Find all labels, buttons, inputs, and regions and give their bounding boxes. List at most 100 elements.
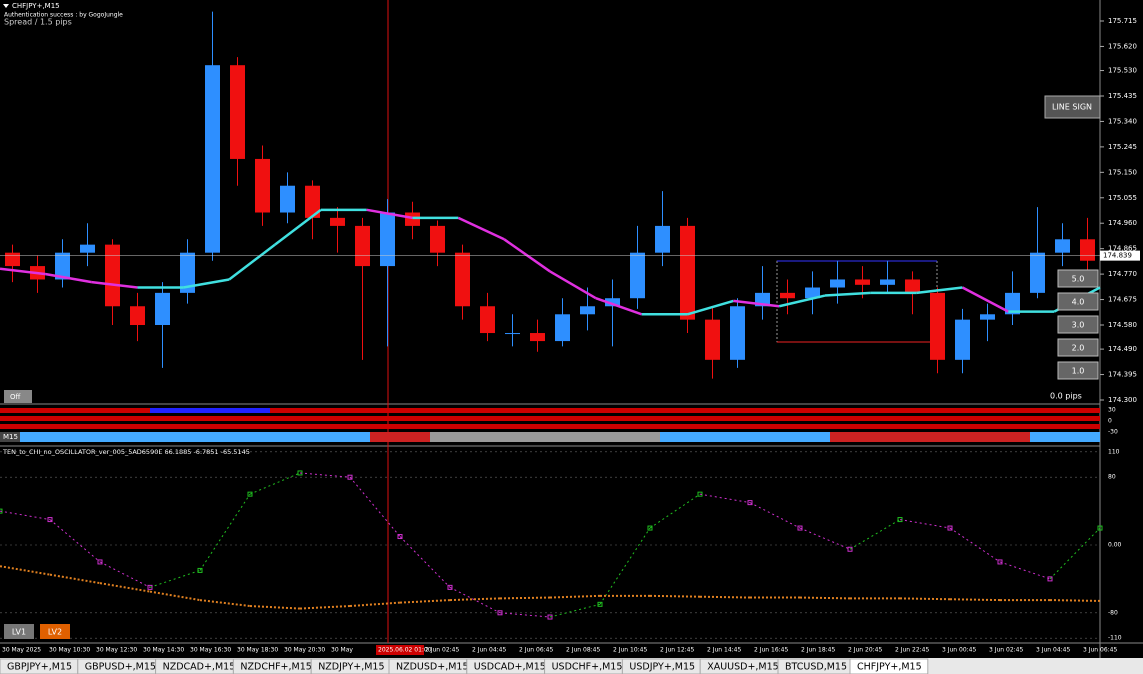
ma-segment [733,299,780,308]
candle-body [205,65,220,253]
candle-body [805,287,820,299]
ma-segment [824,291,871,297]
candle-body [955,319,970,360]
osc-slow-segment [549,594,601,599]
candle-body [605,298,620,307]
signal-strip [0,408,1100,413]
level-button[interactable] [1057,361,1099,380]
time-label: 30 May 10:30 [49,647,90,654]
candle-body [580,306,595,315]
price-label: 174.490 [1108,345,1137,353]
tab-label[interactable]: NZDJPY+,M15 [318,662,384,673]
level-button[interactable] [1057,269,1099,288]
price-label: 175.715 [1108,17,1137,25]
level-label[interactable]: 4.0 [1072,298,1085,307]
osc-segment [149,569,201,588]
time-label: 2 Jun 18:45 [801,647,835,654]
line-sign-label[interactable]: LINE SIGN [1052,103,1092,112]
lv-label[interactable]: LV1 [12,628,26,637]
candle-body [905,279,920,293]
lv-button[interactable] [40,624,70,639]
tab-label[interactable]: GBPJPY+,M15 [7,662,72,673]
price-label: 174.300 [1108,396,1137,404]
ma-segment [778,294,826,308]
tab-label[interactable]: USDJPY+,M15 [629,662,695,673]
ma-segment [183,278,230,289]
osc-slow-segment [349,601,401,608]
osc-point [997,559,1003,565]
osc-segment [1049,527,1101,580]
lv-label[interactable]: LV2 [48,628,62,637]
level-label[interactable]: 1.0 [1072,367,1085,376]
symbol: CHFJPY+,M15 [12,2,60,10]
tab-label[interactable]: GBPUSD+,M15 [85,662,156,673]
osc-point [447,584,453,590]
tab-label[interactable]: NZDCHF+,M15 [240,662,311,673]
trend-strip [430,432,660,442]
level-button[interactable] [1057,292,1099,311]
level-label[interactable]: 2.0 [1072,344,1085,353]
candle-body [180,252,195,293]
candle-body [930,292,945,360]
level-button[interactable] [1057,315,1099,334]
candle-body [730,306,745,360]
candle-body [505,333,520,335]
off-button[interactable] [4,390,32,403]
time-label: 2 Jun 14:45 [707,647,741,654]
osc-segment [449,586,501,614]
price-label: 174.395 [1108,371,1137,379]
time-label: 3 Jun 00:45 [942,647,976,654]
price-tag-label: 174.839 [1103,252,1132,260]
price-label: 175.435 [1108,92,1137,100]
candle-body [280,185,295,213]
candle-body [705,319,720,360]
osc-slow-segment [49,573,101,585]
candle-body [55,252,70,280]
tab-label[interactable]: USDCAD+,M15 [474,662,546,673]
line-sign-button[interactable] [1044,95,1101,119]
osc-segment [399,536,451,588]
osc-segment [649,493,701,529]
osc-point [747,500,753,506]
price-label: 174.770 [1108,270,1137,278]
osc-slow-segment [1049,599,1101,602]
tab-label[interactable]: NZDCAD+,M15 [163,662,236,673]
candle-body [455,252,470,307]
tab-label[interactable]: BTCUSD,M15 [785,662,847,673]
strip-label: M15 [3,433,18,441]
osc-segment [549,603,601,618]
osc-label: -110 [1108,635,1122,642]
price-label: 174.675 [1108,296,1137,304]
osc-point [1047,576,1053,582]
ma-segment [91,280,138,289]
tab-label[interactable]: USDCHF+,M15 [552,662,623,673]
level-label[interactable]: 3.0 [1072,321,1085,330]
osc-segment [799,527,851,550]
off-label[interactable]: Off [10,393,21,401]
tab-label[interactable]: XAUUSD+,M15 [707,662,779,673]
strip-tick: 30 [1108,407,1116,414]
osc-slow-segment [949,598,1001,602]
level-label[interactable]: 5.0 [1072,275,1085,284]
candle-body [1080,239,1095,261]
osc-point [947,525,953,531]
tab-label[interactable]: NZDUSD+,M15 [396,662,469,673]
lv-button[interactable] [4,624,34,639]
candle-body [555,314,570,342]
trend-strip [830,432,1030,442]
trend-strip [370,432,430,442]
osc-slow-segment [99,582,151,593]
osc-segment [949,527,1001,563]
price-label: 175.340 [1108,117,1137,125]
level-button[interactable] [1057,338,1099,357]
osc-slow-segment [149,590,201,602]
time-label: 3 Jun 04:45 [1036,647,1070,654]
candle-body [1055,239,1070,253]
candle-body [780,292,795,299]
tab[interactable] [849,658,929,674]
candle-body [1005,292,1020,315]
price-tag [1100,250,1140,261]
candle-body [130,306,145,326]
tab-label[interactable]: CHFJPY+,M15 [857,662,922,673]
